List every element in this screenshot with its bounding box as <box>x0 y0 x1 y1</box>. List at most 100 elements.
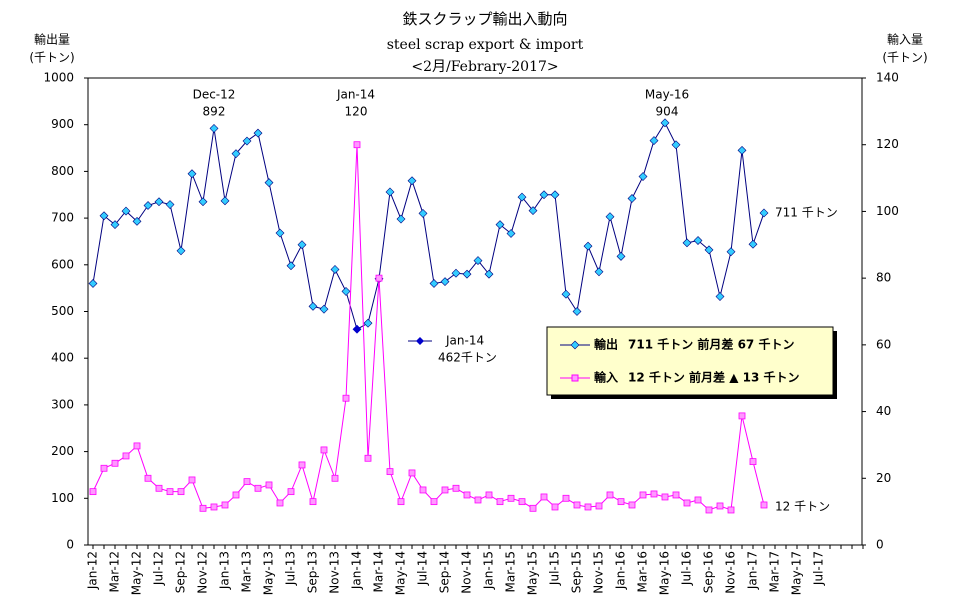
point <box>188 476 196 484</box>
point <box>342 394 350 402</box>
y-tick-label: 100 <box>51 491 74 505</box>
legend-marker <box>570 340 580 350</box>
point <box>705 506 713 514</box>
x-tick-label: Jan-16 <box>614 551 628 590</box>
point <box>363 318 373 328</box>
point <box>396 214 406 224</box>
point <box>628 501 636 509</box>
point <box>671 140 681 150</box>
point <box>495 220 505 230</box>
y-axis-label: (千トン) <box>29 51 74 65</box>
point <box>155 484 163 492</box>
point <box>408 469 416 477</box>
point <box>484 269 494 279</box>
x-tick-label: Mar-14 <box>372 551 386 592</box>
point <box>407 176 417 186</box>
point <box>660 118 670 128</box>
point <box>320 446 328 454</box>
x-tick-label: Nov-16 <box>724 551 738 594</box>
point <box>275 228 285 238</box>
annotation: May-16 <box>645 88 689 102</box>
y2-tick-label: 140 <box>876 71 899 85</box>
y-tick-label: 900 <box>51 117 74 131</box>
point <box>595 502 603 510</box>
point <box>715 292 725 301</box>
highlight-key <box>416 337 424 345</box>
y2-axis-label: (千トン) <box>882 51 927 65</box>
point <box>473 256 483 266</box>
point <box>550 190 560 200</box>
point <box>727 506 735 514</box>
point <box>331 474 339 482</box>
point <box>254 484 262 492</box>
point <box>551 503 559 511</box>
point <box>264 178 274 188</box>
point <box>253 128 263 138</box>
x-tick-label: Jan-17 <box>746 551 760 590</box>
point <box>474 496 482 504</box>
point <box>749 458 757 466</box>
point <box>88 279 98 288</box>
x-tick-label: May-12 <box>130 551 144 595</box>
point <box>462 269 472 279</box>
x-tick-label: Mar-15 <box>504 551 518 592</box>
point <box>209 124 219 133</box>
x-tick-label: May-16 <box>658 551 672 595</box>
point <box>243 478 251 486</box>
point <box>177 488 185 496</box>
point <box>463 491 471 499</box>
point <box>661 493 669 501</box>
point <box>572 307 582 316</box>
point <box>220 196 230 206</box>
legend-summary: 711 千トン 前月差 67 千トン <box>628 337 794 352</box>
y-tick-label: 800 <box>51 164 74 178</box>
point <box>528 206 538 216</box>
point <box>232 491 240 499</box>
x-tick-label: Jan-12 <box>86 551 100 590</box>
point <box>330 265 340 274</box>
x-tick-label: Sep-14 <box>438 551 452 593</box>
point <box>451 268 461 278</box>
y-tick-label: 700 <box>51 211 74 225</box>
point <box>385 187 395 197</box>
y-tick-label: 200 <box>51 444 74 458</box>
y2-tick-label: 0 <box>876 538 884 552</box>
x-tick-label: Jul-16 <box>680 551 694 586</box>
point <box>639 491 647 499</box>
point <box>605 212 615 222</box>
point <box>89 488 97 496</box>
point <box>286 261 296 271</box>
x-tick-label: Jan-14 <box>350 551 364 590</box>
x-tick-label: Mar-13 <box>240 551 254 592</box>
x-tick-label: Mar-17 <box>768 551 782 592</box>
point <box>672 491 680 499</box>
point <box>430 498 438 506</box>
x-tick-label: Nov-15 <box>592 551 606 594</box>
y2-tick-label: 120 <box>876 137 899 151</box>
point <box>231 149 241 159</box>
point <box>562 494 570 502</box>
point <box>738 412 746 420</box>
point <box>518 498 526 506</box>
point <box>429 279 439 288</box>
point <box>539 190 549 200</box>
point <box>165 200 175 209</box>
point <box>199 504 207 512</box>
point <box>375 274 383 282</box>
x-tick-label: May-17 <box>790 551 804 595</box>
point <box>617 498 625 506</box>
y-tick-label: 600 <box>51 257 74 271</box>
x-tick-label: Sep-15 <box>570 551 584 593</box>
x-tick-label: Mar-16 <box>636 551 650 592</box>
point <box>704 245 714 255</box>
x-tick-label: Jul-17 <box>812 551 826 586</box>
point <box>759 208 769 218</box>
point <box>507 494 515 502</box>
point <box>418 209 428 218</box>
legend <box>546 326 834 396</box>
chart-title: 鉄スクラップ輸出入動向 <box>402 10 567 28</box>
point <box>210 503 218 511</box>
end-label: 12 千トン <box>775 500 830 514</box>
plot-frame <box>87 77 863 546</box>
y2-tick-label: 80 <box>876 271 891 285</box>
